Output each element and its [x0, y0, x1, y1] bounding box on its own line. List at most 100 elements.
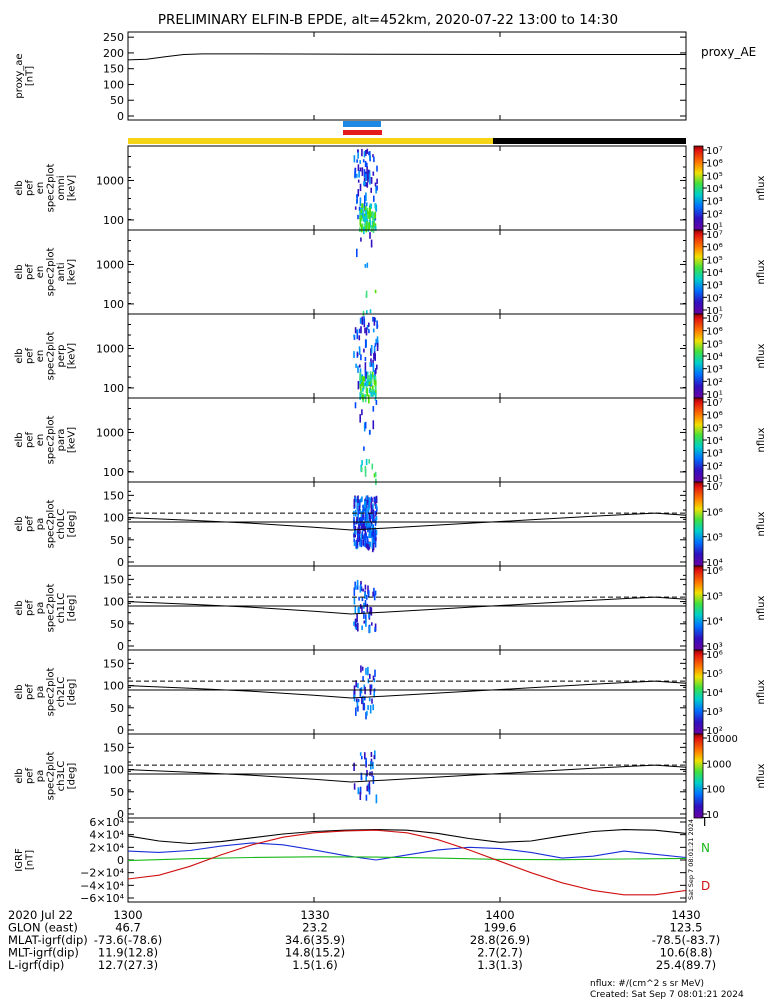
spectrogram-pixel	[368, 151, 370, 156]
x-annot-value: 34.6(35.9)	[285, 933, 345, 947]
spectrogram-pixel	[374, 750, 376, 760]
spectrogram-pixel	[354, 605, 357, 614]
spectrogram-pixel	[359, 752, 362, 756]
spectrogram-pixel	[370, 521, 373, 527]
spectrogram-pixel	[366, 536, 369, 544]
y-tick-label: 0	[117, 854, 124, 867]
spectrogram-pixel	[375, 380, 377, 386]
spectrogram-pixel	[363, 169, 366, 178]
spectrogram-pixel	[359, 687, 362, 697]
spectrogram-pixel	[363, 216, 365, 220]
colorbar-tick-label: 10⁶	[706, 507, 723, 518]
x-annot-value: 1300	[113, 908, 142, 922]
spectrogram-pixel	[370, 187, 372, 193]
colorbar-tick-label: 10⁶	[706, 243, 723, 254]
spectrogram-pixel	[353, 621, 355, 626]
y-tick-label: 150	[103, 657, 124, 670]
spectrogram-pixel	[368, 534, 370, 538]
spectrogram-pixel	[371, 497, 373, 502]
spectrogram-pixel	[372, 316, 374, 322]
spectrogram-pixel	[373, 755, 376, 760]
spectrogram-pixel	[373, 391, 375, 395]
spectrogram-pixel	[369, 203, 372, 208]
spectrogram-pixel	[363, 521, 365, 528]
spectrogram-pixel	[371, 463, 374, 470]
colorbar-tick-label: 10¹	[706, 306, 723, 317]
spectrogram-pixel	[360, 387, 362, 393]
panel-frame	[127, 397, 687, 483]
spectrogram-pixel	[361, 496, 363, 502]
spectrogram-pixel	[361, 534, 364, 540]
spectrogram-pixel	[366, 770, 368, 777]
spectrogram-pixel	[368, 697, 371, 702]
spectrogram-pixel	[369, 214, 371, 223]
spectrogram-pixel	[364, 592, 366, 599]
y-tick-label: 4×10⁴	[89, 829, 124, 842]
spectrogram-pixel	[365, 534, 368, 539]
colorbar-label: nflux	[756, 595, 767, 620]
colorbar-tick-label: 10⁵	[706, 255, 723, 266]
spectrogram-pixel	[359, 392, 361, 400]
y-tick-label: −4×10⁴	[80, 879, 124, 892]
spectrogram-pixel	[356, 503, 359, 510]
spectrogram-pixel	[357, 607, 360, 613]
y-label-line: pa	[35, 602, 46, 614]
y-label-line: elb	[14, 516, 25, 531]
spectrogram-pixel	[359, 317, 362, 324]
spectrogram-pixel	[371, 542, 374, 549]
spectrogram-pixel	[366, 262, 369, 268]
spectrogram-pixel	[360, 539, 363, 548]
spectrogram-pixel	[364, 362, 367, 372]
spectrogram-pixel	[364, 160, 367, 167]
spectrogram-pixel	[357, 189, 360, 197]
spectrogram-pixel	[367, 590, 370, 597]
spectrogram-pixel	[356, 516, 358, 524]
spectrogram-pixel	[375, 515, 378, 520]
spectrogram-pixel	[354, 327, 357, 334]
spectrogram-pixel	[360, 580, 362, 585]
y-label-line: en	[35, 350, 46, 363]
spectrogram-pixel	[374, 590, 377, 596]
y-label-line: spec2plot	[46, 416, 57, 465]
spectrogram-pixel	[374, 375, 377, 380]
spectrogram-pixel	[366, 710, 368, 716]
y-label-line: elb	[14, 432, 25, 447]
y-tick-label: 0	[117, 556, 124, 569]
spectrogram-pixel	[353, 783, 356, 790]
spectrogram-pixel	[365, 618, 367, 627]
colorbar-tick-label: 10²	[706, 461, 723, 472]
spectrogram-pixel	[374, 534, 377, 538]
spectrogram-pixel	[360, 391, 362, 399]
y-tick-label: 100	[103, 298, 124, 311]
colorbar-tick-label: 10²	[706, 377, 723, 388]
colorbar-tick-label: 10⁵	[706, 533, 723, 544]
y-tick-label: 0	[117, 640, 124, 653]
spectrogram-pixel	[371, 371, 374, 378]
colorbar	[693, 145, 704, 231]
spectrogram-pixel	[375, 529, 378, 535]
spectrogram-pixel	[361, 756, 363, 760]
colorbar-label: nflux	[756, 679, 767, 704]
spectrogram-pixel	[357, 365, 359, 373]
spectrogram-pixel	[362, 376, 364, 380]
spectrogram-pixel	[375, 186, 377, 194]
spectrogram-pixel	[365, 712, 367, 720]
spectrogram-pixel	[364, 528, 367, 534]
spectrogram-pixel	[367, 783, 369, 792]
x-annot-value: 11.9(12.8)	[98, 946, 158, 960]
y-label-line: [deg]	[67, 595, 78, 622]
spectrogram-pixel	[363, 620, 366, 624]
spectrogram-pixel	[372, 509, 375, 518]
spectrogram-pixel	[356, 173, 358, 178]
y-label-line: spec2plot	[46, 332, 57, 381]
y-label-line: [nT]	[25, 66, 36, 86]
y-tick-label: 150	[103, 573, 124, 586]
spectrogram-pixel	[370, 511, 373, 519]
spectrogram-pixel	[368, 329, 370, 334]
y-label-line: [keV]	[67, 343, 78, 369]
spectrogram-pixel	[362, 514, 365, 518]
spectrogram-pixel	[357, 164, 360, 171]
spectrogram-pixel	[370, 203, 373, 209]
